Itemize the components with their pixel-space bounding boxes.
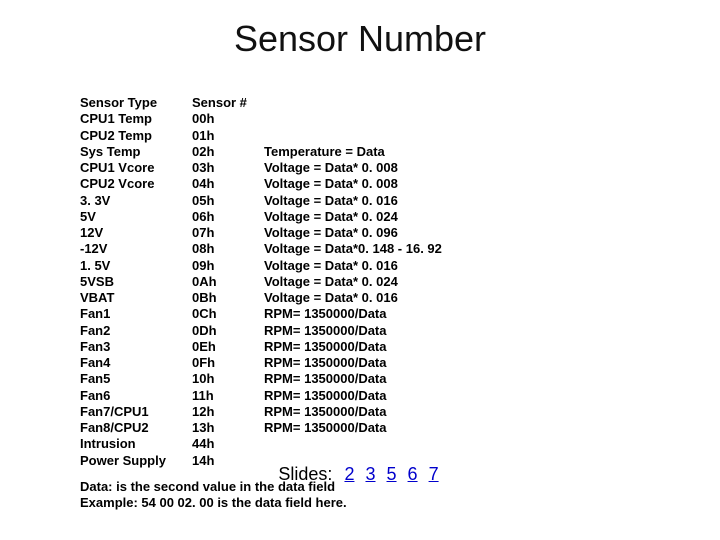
cell-num: 06h [192, 209, 264, 225]
cell-formula: RPM= 1350000/Data [264, 323, 640, 339]
table-row: Sys Temp02hTemperature = Data [80, 144, 640, 160]
cell-num: 10h [192, 371, 264, 387]
table-row: Fan30EhRPM= 1350000/Data [80, 339, 640, 355]
cell-type: CPU1 Vcore [80, 160, 192, 176]
cell-num: 11h [192, 388, 264, 404]
slides-label: Slides: [278, 464, 332, 484]
table-row: Fan40FhRPM= 1350000/Data [80, 355, 640, 371]
slide-link[interactable]: 6 [408, 464, 418, 484]
cell-type: Fan8/CPU2 [80, 420, 192, 436]
header-formula [264, 95, 640, 111]
cell-formula: RPM= 1350000/Data [264, 388, 640, 404]
cell-formula: Voltage = Data* 0. 016 [264, 193, 640, 209]
cell-formula: RPM= 1350000/Data [264, 404, 640, 420]
cell-formula: Temperature = Data [264, 144, 640, 160]
slide-body: Sensor Type Sensor # CPU1 Temp00hCPU2 Te… [80, 95, 640, 511]
cell-num: 0Fh [192, 355, 264, 371]
note-line: Example: 54 00 02. 00 is the data field … [80, 495, 640, 511]
cell-formula: RPM= 1350000/Data [264, 355, 640, 371]
cell-formula: Voltage = Data* 0. 016 [264, 290, 640, 306]
table-row: -12V08hVoltage = Data*0. 148 - 16. 92 [80, 241, 640, 257]
table-row: Intrusion44h [80, 436, 640, 452]
cell-num: 04h [192, 176, 264, 192]
cell-type: Intrusion [80, 436, 192, 452]
cell-type: 3. 3V [80, 193, 192, 209]
slide-link[interactable]: 7 [429, 464, 439, 484]
cell-num: 44h [192, 436, 264, 452]
cell-type: Fan5 [80, 371, 192, 387]
cell-type: Fan6 [80, 388, 192, 404]
table-rows: CPU1 Temp00hCPU2 Temp01hSys Temp02hTempe… [80, 111, 640, 469]
table-row: 5V06hVoltage = Data* 0. 024 [80, 209, 640, 225]
table-row: 12V07hVoltage = Data* 0. 096 [80, 225, 640, 241]
cell-formula [264, 128, 640, 144]
cell-type: 5V [80, 209, 192, 225]
cell-num: 01h [192, 128, 264, 144]
cell-formula: Voltage = Data* 0. 024 [264, 209, 640, 225]
cell-formula [264, 111, 640, 127]
cell-num: 0Bh [192, 290, 264, 306]
cell-num: 07h [192, 225, 264, 241]
table-row: Fan510hRPM= 1350000/Data [80, 371, 640, 387]
cell-num: 0Eh [192, 339, 264, 355]
cell-formula: Voltage = Data* 0. 008 [264, 160, 640, 176]
table-row: 5VSB0AhVoltage = Data* 0. 024 [80, 274, 640, 290]
table-row: CPU2 Temp01h [80, 128, 640, 144]
table-row: Fan7/CPU112hRPM= 1350000/Data [80, 404, 640, 420]
cell-type: 12V [80, 225, 192, 241]
table-row: CPU2 Vcore04hVoltage = Data* 0. 008 [80, 176, 640, 192]
table-header: Sensor Type Sensor # [80, 95, 640, 111]
table-row: Fan611hRPM= 1350000/Data [80, 388, 640, 404]
cell-num: 00h [192, 111, 264, 127]
cell-type: Fan4 [80, 355, 192, 371]
table-row: CPU1 Temp00h [80, 111, 640, 127]
cell-formula: RPM= 1350000/Data [264, 420, 640, 436]
table-row: 3. 3V05hVoltage = Data* 0. 016 [80, 193, 640, 209]
header-type: Sensor Type [80, 95, 192, 111]
cell-num: 0Dh [192, 323, 264, 339]
cell-num: 02h [192, 144, 264, 160]
table-row: Fan8/CPU213hRPM= 1350000/Data [80, 420, 640, 436]
table-row: VBAT0BhVoltage = Data* 0. 016 [80, 290, 640, 306]
cell-num: 08h [192, 241, 264, 257]
cell-formula: Voltage = Data* 0. 096 [264, 225, 640, 241]
cell-formula [264, 436, 640, 452]
cell-type: CPU2 Temp [80, 128, 192, 144]
cell-formula: Voltage = Data* 0. 008 [264, 176, 640, 192]
slide-link[interactable]: 2 [344, 464, 354, 484]
cell-type: 1. 5V [80, 258, 192, 274]
cell-num: 13h [192, 420, 264, 436]
table-row: Fan10ChRPM= 1350000/Data [80, 306, 640, 322]
header-num: Sensor # [192, 95, 264, 111]
cell-type: Fan1 [80, 306, 192, 322]
cell-formula: RPM= 1350000/Data [264, 339, 640, 355]
cell-num: 0Ah [192, 274, 264, 290]
cell-num: 09h [192, 258, 264, 274]
cell-num: 0Ch [192, 306, 264, 322]
cell-formula: Voltage = Data* 0. 024 [264, 274, 640, 290]
cell-type: -12V [80, 241, 192, 257]
cell-type: CPU1 Temp [80, 111, 192, 127]
table-row: CPU1 Vcore03hVoltage = Data* 0. 008 [80, 160, 640, 176]
cell-type: VBAT [80, 290, 192, 306]
cell-type: CPU2 Vcore [80, 176, 192, 192]
slides-nav: Slides: 2 3 5 6 7 [0, 464, 720, 485]
cell-formula: Voltage = Data*0. 148 - 16. 92 [264, 241, 640, 257]
table-row: Fan20DhRPM= 1350000/Data [80, 323, 640, 339]
cell-formula: RPM= 1350000/Data [264, 371, 640, 387]
cell-type: Fan2 [80, 323, 192, 339]
cell-num: 05h [192, 193, 264, 209]
cell-type: Fan7/CPU1 [80, 404, 192, 420]
slide-title: Sensor Number [0, 18, 720, 60]
cell-type: Sys Temp [80, 144, 192, 160]
cell-type: Fan3 [80, 339, 192, 355]
slide-link[interactable]: 3 [365, 464, 375, 484]
slide-link[interactable]: 5 [387, 464, 397, 484]
cell-num: 03h [192, 160, 264, 176]
cell-formula: RPM= 1350000/Data [264, 306, 640, 322]
cell-type: 5VSB [80, 274, 192, 290]
cell-num: 12h [192, 404, 264, 420]
table-row: 1. 5V09hVoltage = Data* 0. 016 [80, 258, 640, 274]
cell-formula: Voltage = Data* 0. 016 [264, 258, 640, 274]
